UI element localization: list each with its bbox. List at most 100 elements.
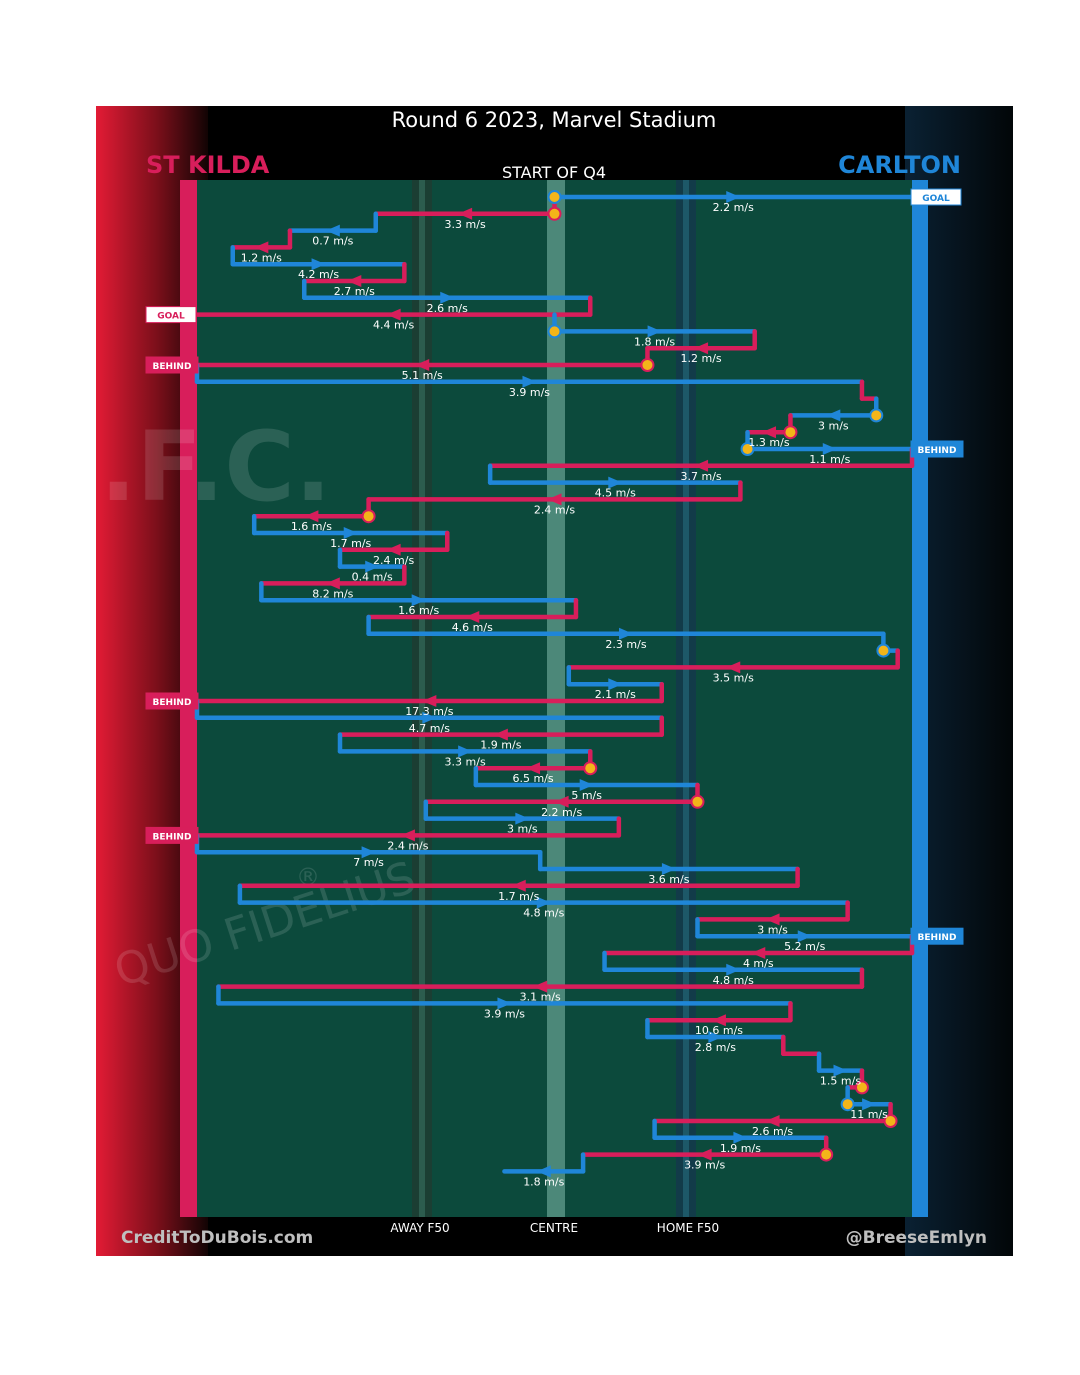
chain-arrow (522, 375, 537, 388)
ball-up-marker (547, 206, 562, 221)
chain-speed-label: 2.4 m/s (387, 839, 428, 852)
chain-speed-label: 1.9 m/s (480, 739, 521, 752)
ball-up-marker (547, 190, 562, 204)
chain-arrow (365, 560, 380, 573)
chain-speed-label: 17.3 m/s (405, 705, 453, 718)
chain-arrow (797, 930, 812, 943)
chain-arrow (822, 443, 837, 455)
chain-speed-label: 5.2 m/s (784, 940, 825, 953)
chain-speed-label: 1.8 m/s (523, 1175, 564, 1188)
chain-arrow (415, 359, 430, 371)
chain-arrow (826, 409, 841, 422)
chain-speed-label: 1.3 m/s (748, 436, 789, 449)
svg-text:BEHIND: BEHIND (153, 832, 192, 842)
chain-speed-label: 1.8 m/s (634, 335, 675, 348)
chain-speed-label: 4.6 m/s (452, 621, 493, 634)
chain-arrow (547, 493, 562, 506)
chain-speed-label: 4.5 m/s (595, 487, 636, 500)
chain-arrow (465, 611, 480, 623)
chain-speed-label: 3.1 m/s (520, 991, 561, 1004)
chain-speed-label: 3 m/s (818, 419, 849, 432)
chain-arrow (711, 1014, 726, 1027)
chain-arrow (311, 258, 326, 271)
chain-arrow (647, 325, 662, 338)
chain-arrow (386, 308, 401, 321)
possession-chains: GOAL GOAL BEHIND BEHIND BEHIND BEHIND BEHIND 2.… (145, 188, 964, 1188)
chain-speed-label: 2.8 m/s (695, 1041, 736, 1054)
chain-arrow (726, 963, 741, 976)
ball-up-marker (361, 509, 376, 524)
chain-speed-label: 4.4 m/s (373, 319, 414, 332)
chain-arrow (661, 863, 676, 875)
chain-speed-label: 1.7 m/s (498, 890, 539, 903)
chain-speed-label: 2.6 m/s (752, 1125, 793, 1138)
chain-speed-label: 3.9 m/s (484, 1007, 525, 1020)
svg-text:BEHIND: BEHIND (918, 933, 957, 943)
chain-speed-label: 1.6 m/s (398, 604, 439, 617)
chain-arrow (400, 829, 415, 842)
chain-arrow (440, 291, 455, 304)
chain-speed-label: 1.6 m/s (291, 520, 332, 533)
chain-speed-label: 3.7 m/s (680, 470, 721, 483)
chart-labels: Round 6 2023, Marvel Stadium START OF Q4… (121, 108, 987, 1248)
svg-text:GOAL: GOAL (922, 194, 950, 204)
credit-left: CreditToDuBois.com (121, 1228, 313, 1248)
chain-markers: GOAL GOAL BEHIND BEHIND BEHIND BEHIND BEHIND (145, 188, 964, 1162)
chain-speed-label: 5 m/s (571, 789, 602, 802)
svg-text:GOAL: GOAL (157, 312, 185, 322)
chain-speed-label: 2.1 m/s (595, 688, 636, 701)
chain-arrow (554, 795, 569, 808)
chain-arrow (694, 342, 709, 355)
chain-speed-label: 7 m/s (353, 856, 384, 869)
chain-arrow (536, 896, 551, 909)
ball-up-marker (819, 1147, 834, 1162)
ball-up-marker (547, 324, 562, 339)
chain-speed-label: 4.2 m/s (298, 268, 339, 281)
ball-up-marker (690, 794, 705, 809)
chain-arrow (493, 728, 508, 741)
chain-speed-label: 1.7 m/s (330, 537, 371, 550)
centre-band (547, 180, 565, 1217)
chain-arrow (833, 1064, 848, 1077)
x-tick-away-f50: AWAY F50 (390, 1221, 449, 1235)
chain-speed-label: 10.6 m/s (695, 1024, 743, 1037)
ball-up-marker (783, 425, 798, 440)
chain-speed-label: 2.2 m/s (713, 201, 754, 214)
chain-arrow (579, 779, 594, 791)
outcome-tag-behind: BEHIND (145, 356, 199, 374)
chain-speed-label: 4.7 m/s (409, 722, 450, 735)
chain-arrow (762, 426, 776, 439)
chain-speed-label: 3.3 m/s (445, 755, 486, 768)
chain-speed-label: 11 m/s (850, 1108, 888, 1121)
chain-speed-label: 3.6 m/s (648, 873, 689, 886)
chain-speed-label: 2.6 m/s (427, 302, 468, 315)
x-tick-home-f50: HOME F50 (657, 1221, 719, 1235)
chain-speed-labels: 2.2 m/s 3.3 m/s 0.7 m/s 1.2 m/s 4.2 m/s 2.7 m… (241, 201, 888, 1188)
chain-arrow (422, 711, 437, 724)
chain-speed-label: 0.4 m/s (352, 571, 393, 584)
svg-text:BEHIND: BEHIND (153, 362, 192, 372)
team-carlton-label: CARLTON (838, 151, 961, 179)
watermark-fc: .F.C. (100, 411, 331, 523)
ball-up-marker (876, 643, 891, 658)
chain-speed-label: 4 m/s (743, 957, 774, 970)
chain-arrow (733, 1131, 748, 1144)
ball-up-marker (883, 1114, 898, 1128)
chain-arrow (726, 191, 741, 203)
chain-arrow (347, 275, 362, 287)
chain-speed-label: 3.9 m/s (509, 386, 550, 399)
chain-speed-label: 5.1 m/s (402, 369, 443, 382)
chain-speed-label: 1.9 m/s (720, 1142, 761, 1155)
chain-speed-label: 4.8 m/s (713, 974, 754, 987)
chain-arrow (608, 476, 623, 489)
chain-arrow (254, 241, 269, 254)
chain-speed-label: 1.5 m/s (820, 1075, 861, 1088)
chain-arrow (386, 543, 401, 556)
ball-up-marker (854, 1080, 869, 1095)
chain-arrow (619, 627, 633, 640)
chain-arrow (361, 846, 376, 859)
chain-arrow (533, 980, 548, 993)
chain-arrow (304, 510, 319, 523)
